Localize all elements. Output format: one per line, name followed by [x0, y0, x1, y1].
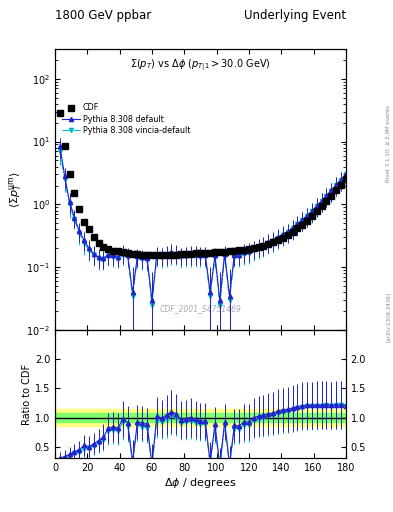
- Y-axis label: $\langle\Sigma p_T^{\rm um}\rangle$: $\langle\Sigma p_T^{\rm um}\rangle$: [7, 171, 24, 208]
- Text: Underlying Event: Underlying Event: [244, 9, 346, 22]
- Text: $\Sigma(p_T)$ vs $\Delta\phi$ $(p_{T|1} > 30.0$ GeV$)$: $\Sigma(p_T)$ vs $\Delta\phi$ $(p_{T|1} …: [130, 57, 271, 73]
- Text: [arXiv:1306.3436]: [arXiv:1306.3436]: [386, 292, 391, 343]
- Legend: CDF, Pythia 8.308 default, Pythia 8.308 vincia-default: CDF, Pythia 8.308 default, Pythia 8.308 …: [62, 103, 190, 135]
- Text: 1800 GeV ppbar: 1800 GeV ppbar: [55, 9, 151, 22]
- Text: CDF_2001_S4751469: CDF_2001_S4751469: [160, 304, 241, 313]
- X-axis label: $\Delta\phi$ / degrees: $\Delta\phi$ / degrees: [164, 476, 237, 490]
- Y-axis label: Ratio to CDF: Ratio to CDF: [22, 364, 32, 425]
- Bar: [55, 413, 346, 422]
- Text: Rivet 3.1.10; ≥ 2.9M events: Rivet 3.1.10; ≥ 2.9M events: [386, 105, 391, 182]
- Bar: [55, 409, 346, 426]
